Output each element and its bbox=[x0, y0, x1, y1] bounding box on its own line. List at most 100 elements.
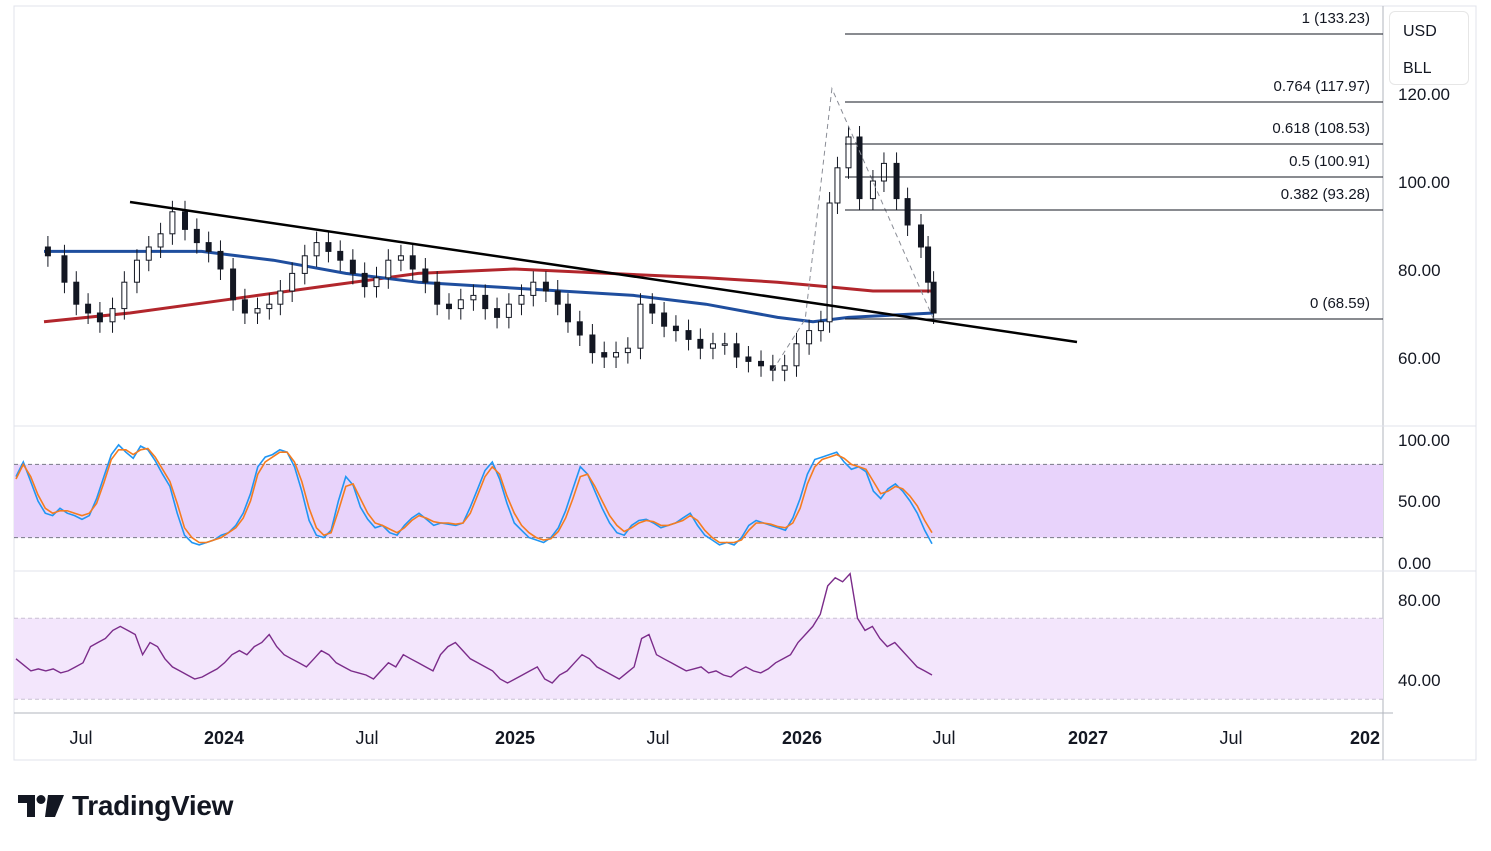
stochastic-tick: 0.00 bbox=[1398, 554, 1431, 573]
candle[interactable] bbox=[385, 249, 392, 289]
candle[interactable] bbox=[826, 192, 833, 333]
candle[interactable] bbox=[373, 266, 380, 298]
candle[interactable] bbox=[869, 170, 876, 210]
candle[interactable] bbox=[917, 214, 924, 258]
candle[interactable] bbox=[434, 271, 441, 316]
candle[interactable] bbox=[301, 244, 308, 285]
fibonacci-levels[interactable]: 1 (133.23) 0.764 (117.97) 0.618 (108.53) 0.… bbox=[845, 10, 1383, 320]
candle[interactable] bbox=[554, 280, 561, 316]
tradingview-logo[interactable]: TradingView bbox=[18, 790, 233, 822]
candle[interactable] bbox=[930, 271, 937, 324]
candle[interactable] bbox=[856, 126, 863, 210]
price-tick: 60.00 bbox=[1398, 349, 1441, 368]
candle[interactable] bbox=[845, 126, 852, 179]
candle[interactable] bbox=[518, 284, 525, 316]
candle[interactable] bbox=[277, 280, 284, 316]
candle[interactable] bbox=[289, 262, 296, 302]
candle[interactable] bbox=[445, 293, 452, 320]
candle[interactable] bbox=[313, 231, 320, 267]
stochastic-lines bbox=[15, 443, 933, 546]
candle[interactable] bbox=[85, 293, 92, 324]
fib-level-label: 0.618 (108.53) bbox=[1272, 120, 1370, 137]
tradingview-wordmark: TradingView bbox=[72, 790, 234, 821]
candle[interactable] bbox=[613, 341, 620, 368]
candle[interactable] bbox=[601, 341, 608, 368]
candle[interactable] bbox=[349, 249, 356, 285]
price-tick: 80.00 bbox=[1398, 261, 1441, 280]
candle[interactable] bbox=[73, 271, 80, 316]
candle[interactable] bbox=[745, 346, 752, 373]
candle[interactable] bbox=[880, 152, 887, 192]
candle[interactable] bbox=[505, 293, 512, 329]
chart-frame bbox=[13, 5, 1477, 761]
candle[interactable] bbox=[254, 297, 261, 324]
candle[interactable] bbox=[193, 218, 200, 254]
candle[interactable] bbox=[397, 244, 404, 272]
price-tick: 100.00 bbox=[1398, 173, 1450, 192]
candle[interactable] bbox=[470, 284, 477, 311]
candle[interactable] bbox=[589, 324, 596, 364]
candle[interactable] bbox=[182, 200, 189, 241]
candle[interactable] bbox=[793, 332, 800, 377]
candle[interactable] bbox=[649, 293, 656, 324]
candle[interactable] bbox=[121, 271, 128, 320]
candle[interactable] bbox=[266, 293, 273, 320]
candle[interactable] bbox=[145, 236, 152, 272]
candle[interactable] bbox=[230, 258, 237, 311]
candle[interactable] bbox=[482, 284, 489, 320]
stochastic-tick: 50.00 bbox=[1398, 492, 1441, 511]
trendline[interactable] bbox=[129, 200, 1078, 344]
candle[interactable] bbox=[133, 249, 140, 294]
candle[interactable] bbox=[758, 350, 765, 377]
candle[interactable] bbox=[576, 310, 583, 346]
candle[interactable] bbox=[661, 302, 668, 338]
candle[interactable] bbox=[157, 222, 164, 258]
candle[interactable] bbox=[61, 244, 68, 294]
candle[interactable] bbox=[806, 319, 813, 355]
candle[interactable] bbox=[409, 244, 416, 280]
candle[interactable] bbox=[457, 288, 464, 320]
candle[interactable] bbox=[109, 297, 116, 333]
symbol-legend[interactable]: USD BLL bbox=[1389, 11, 1469, 85]
candle[interactable] bbox=[637, 293, 644, 360]
candle[interactable] bbox=[709, 332, 716, 360]
candle[interactable] bbox=[817, 310, 824, 342]
candle[interactable] bbox=[217, 240, 224, 280]
fibonacci-zigzag[interactable] bbox=[772, 86, 935, 371]
stochastic-series-line bbox=[15, 447, 933, 544]
candle[interactable] bbox=[893, 152, 900, 210]
candle[interactable] bbox=[44, 236, 51, 267]
candle[interactable] bbox=[925, 236, 932, 294]
candle[interactable] bbox=[904, 187, 911, 236]
candle[interactable] bbox=[542, 271, 549, 302]
candlesticks[interactable] bbox=[44, 126, 937, 382]
candle[interactable] bbox=[781, 354, 788, 382]
candle[interactable] bbox=[325, 231, 332, 263]
candle[interactable] bbox=[733, 332, 740, 368]
candle[interactable] bbox=[205, 231, 212, 263]
candle[interactable] bbox=[672, 315, 679, 342]
candle[interactable] bbox=[422, 258, 429, 294]
time-tick: 2026 bbox=[782, 728, 822, 748]
candle[interactable] bbox=[624, 337, 631, 364]
time-tick: 202 bbox=[1350, 728, 1380, 748]
rsi-tick: 80.00 bbox=[1398, 591, 1441, 610]
time-tick: 2024 bbox=[204, 728, 244, 748]
candle[interactable] bbox=[697, 328, 704, 360]
candle[interactable] bbox=[721, 332, 728, 355]
candle[interactable] bbox=[564, 293, 571, 333]
candle[interactable] bbox=[834, 156, 841, 214]
candle[interactable] bbox=[96, 302, 103, 333]
time-tick: 2025 bbox=[495, 728, 535, 748]
candle[interactable] bbox=[361, 262, 368, 298]
fib-level-label: 0.5 (100.91) bbox=[1289, 153, 1370, 170]
stochastic-tick: 100.00 bbox=[1398, 431, 1450, 450]
candle[interactable] bbox=[685, 319, 692, 351]
candle[interactable] bbox=[530, 271, 537, 307]
candle[interactable] bbox=[241, 288, 248, 324]
candle[interactable] bbox=[337, 240, 344, 272]
time-tick: Jul bbox=[355, 728, 378, 748]
candle[interactable] bbox=[494, 297, 501, 329]
fib-level-label: 0.382 (93.28) bbox=[1281, 186, 1370, 203]
